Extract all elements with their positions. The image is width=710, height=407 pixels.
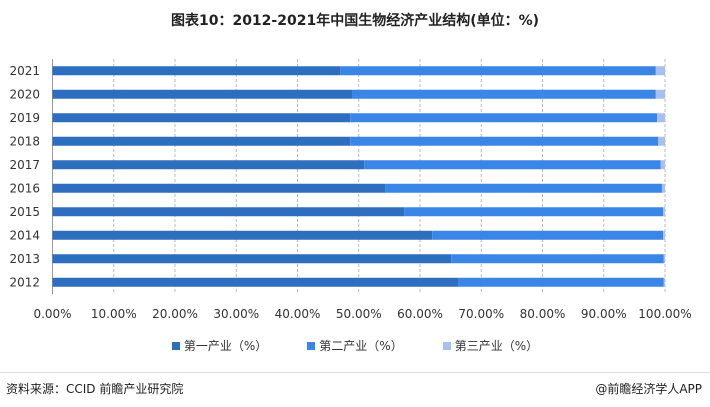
y-tick-label: 2018 bbox=[9, 134, 40, 148]
divider bbox=[0, 372, 710, 373]
bar-2-2019 bbox=[350, 113, 658, 123]
bar-2-2014 bbox=[432, 230, 664, 240]
legend: 第一产业（%） 第二产业（%） 第三产业（%） bbox=[0, 337, 710, 354]
plot-area: 0.00% 10.00% 20.00% 30.00% 40.00% 50.00% 60.00… bbox=[9, 59, 692, 321]
bar-3-2016 bbox=[661, 183, 665, 193]
bar-1-2018 bbox=[52, 136, 351, 146]
bar-2-2018 bbox=[350, 136, 659, 146]
y-tick-label: 2015 bbox=[9, 205, 40, 219]
brand-label: @前瞻经济学人APP bbox=[595, 382, 702, 396]
bar-3-2020 bbox=[655, 89, 665, 99]
y-tick-label: 2012 bbox=[9, 275, 40, 289]
bar-2-2016 bbox=[385, 183, 662, 193]
x-tick-label: 20.00% bbox=[152, 307, 198, 321]
x-tick-label: 50.00% bbox=[336, 307, 382, 321]
x-tick-label: 80.00% bbox=[520, 307, 566, 321]
legend-item: 第一产业（%） bbox=[171, 337, 268, 354]
x-tick-label: 40.00% bbox=[275, 307, 321, 321]
bar-1-2012 bbox=[52, 277, 458, 287]
y-tick-label: 2020 bbox=[9, 87, 40, 101]
bar-2-2015 bbox=[404, 207, 664, 217]
bar-3-2017 bbox=[660, 160, 665, 170]
legend-label: 第二产业（%） bbox=[319, 339, 403, 353]
bar-3-2015 bbox=[663, 207, 665, 217]
x-tick-label: 70.00% bbox=[458, 307, 504, 321]
y-tick-label: 2016 bbox=[9, 181, 40, 195]
legend-label: 第三产业（%） bbox=[454, 339, 539, 353]
bar-2-2021 bbox=[340, 66, 656, 76]
bar-1-2013 bbox=[52, 254, 452, 264]
y-tick-label: 2021 bbox=[9, 64, 40, 78]
y-tick-label: 2017 bbox=[9, 158, 40, 172]
bar-2-2012 bbox=[457, 277, 664, 287]
bar-3-2012 bbox=[663, 277, 665, 287]
bar-1-2017 bbox=[52, 160, 365, 170]
y-tick-label: 2014 bbox=[9, 228, 40, 242]
bar-2-2017 bbox=[364, 160, 661, 170]
bar-2-2013 bbox=[451, 254, 664, 264]
legend-swatch bbox=[171, 342, 180, 350]
bar-1-2019 bbox=[52, 113, 351, 123]
bar-1-2021 bbox=[52, 66, 341, 76]
x-tick-label: 30.00% bbox=[213, 307, 259, 321]
y-tick-label: 2019 bbox=[9, 111, 40, 125]
legend-label: 第一产业（%） bbox=[183, 339, 268, 353]
legend-swatch bbox=[307, 342, 316, 350]
bar-3-2021 bbox=[655, 66, 665, 76]
x-tick-label: 100.00% bbox=[638, 307, 691, 321]
source-note: 资料来源：CCID 前瞻产业研究院 bbox=[6, 382, 184, 396]
x-tick-label: 90.00% bbox=[581, 307, 627, 321]
legend-swatch bbox=[442, 342, 451, 350]
bar-1-2016 bbox=[52, 183, 386, 193]
bar-3-2019 bbox=[657, 113, 665, 123]
legend-item: 第三产业（%） bbox=[442, 337, 539, 354]
legend-item: 第二产业（%） bbox=[307, 337, 403, 354]
bar-1-2014 bbox=[52, 230, 433, 240]
bar-3-2018 bbox=[658, 136, 665, 146]
bar-2-2020 bbox=[352, 89, 656, 99]
bar-3-2013 bbox=[663, 254, 665, 264]
x-tick-label: 0.00% bbox=[33, 307, 71, 321]
bar-1-2020 bbox=[52, 89, 353, 99]
chart-title: 图表10：2012-2021年中国生物经济产业结构(单位：%) bbox=[170, 13, 540, 29]
y-tick-label: 2013 bbox=[9, 252, 40, 266]
x-tick-label: 10.00% bbox=[91, 307, 137, 321]
x-tick-label: 60.00% bbox=[397, 307, 443, 321]
bar-3-2014 bbox=[663, 230, 665, 240]
bar-1-2015 bbox=[52, 207, 405, 217]
